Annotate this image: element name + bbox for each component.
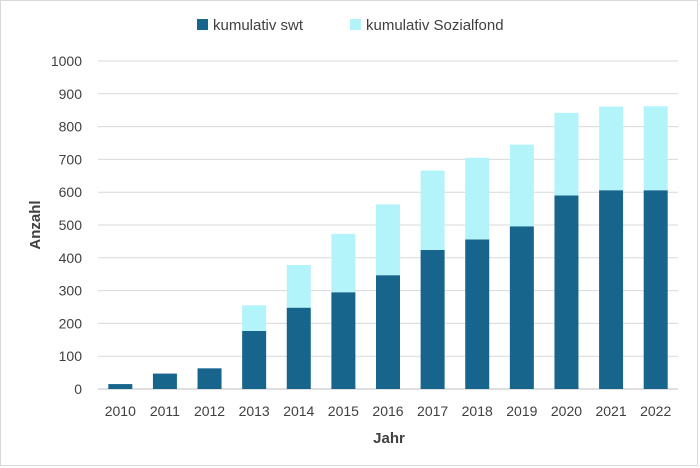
x-tick-label: 2013 (239, 403, 270, 419)
y-tick-label: 0 (74, 381, 82, 397)
y-tick-label: 600 (59, 184, 83, 200)
bar-2021-sozialfond (599, 106, 624, 191)
x-tick-label: 2022 (640, 403, 671, 419)
x-tick-label: 2012 (194, 403, 225, 419)
legend-swatch-sozialfond (350, 19, 361, 30)
x-tick-label: 2016 (372, 403, 403, 419)
y-tick-label: 700 (59, 151, 83, 167)
y-tick-labels: 0 100 200 300 400 500 600 700 800 900 1000 (51, 53, 82, 397)
y-axis-title: Anzahl (27, 200, 44, 249)
bar-2014-swt (286, 307, 311, 389)
bar-2014-sozialfond (286, 265, 311, 308)
x-tick-label: 2018 (462, 403, 493, 419)
bar-2018-sozialfond (465, 157, 490, 240)
bar-2020-swt (554, 195, 579, 389)
bar-2018-swt (465, 239, 490, 389)
y-tick-label: 500 (59, 217, 83, 233)
x-tick-label: 2017 (417, 403, 448, 419)
bar-2021-swt (599, 190, 624, 389)
bar-2016-sozialfond (376, 204, 400, 276)
x-tick-label: 2019 (506, 403, 537, 419)
legend-label-sozialfond: kumulativ Sozialfond (366, 17, 504, 34)
bar-2016-swt (376, 275, 400, 389)
legend-swatch-swt (197, 19, 208, 30)
bar-2015-sozialfond (331, 233, 356, 293)
bar-2011-swt (152, 373, 177, 389)
x-tick-labels: 2010 2011 2012 2013 2014 2015 2016 2017 2018 2019… (105, 403, 672, 419)
bars (108, 106, 668, 389)
bar-2013-swt (242, 330, 267, 389)
y-tick-label: 800 (59, 119, 83, 135)
y-tick-label: 1000 (51, 53, 82, 69)
x-tick-label: 2021 (595, 403, 626, 419)
x-tick-label: 2010 (105, 403, 136, 419)
y-tick-label: 300 (59, 283, 83, 299)
legend-label-swt: kumulativ swt (213, 17, 304, 34)
x-axis-title: Jahr (373, 430, 405, 447)
bar-2010-swt (108, 384, 133, 389)
bar-2012-swt (197, 368, 222, 389)
bar-2019-sozialfond (509, 144, 534, 227)
y-tick-label: 900 (59, 86, 83, 102)
legend: kumulativ swt kumulativ Sozialfond (197, 17, 504, 34)
bar-2020-sozialfond (554, 112, 579, 196)
bar-2015-swt (331, 292, 356, 389)
y-tick-label: 200 (59, 315, 83, 331)
bar-2017-swt (420, 249, 445, 389)
bar-2022-sozialfond (643, 106, 668, 191)
x-tick-label: 2020 (551, 403, 582, 419)
bar-2017-sozialfond (420, 170, 445, 250)
bar-2022-swt (643, 190, 668, 389)
x-tick-label: 2011 (150, 403, 180, 419)
x-tick-label: 2014 (283, 403, 314, 419)
bar-2019-swt (509, 226, 534, 389)
y-tick-label: 100 (59, 348, 83, 364)
y-tick-label: 400 (59, 250, 83, 266)
x-tick-label: 2015 (328, 403, 359, 419)
gridlines (98, 60, 678, 390)
bar-2013-sozialfond (242, 305, 267, 331)
